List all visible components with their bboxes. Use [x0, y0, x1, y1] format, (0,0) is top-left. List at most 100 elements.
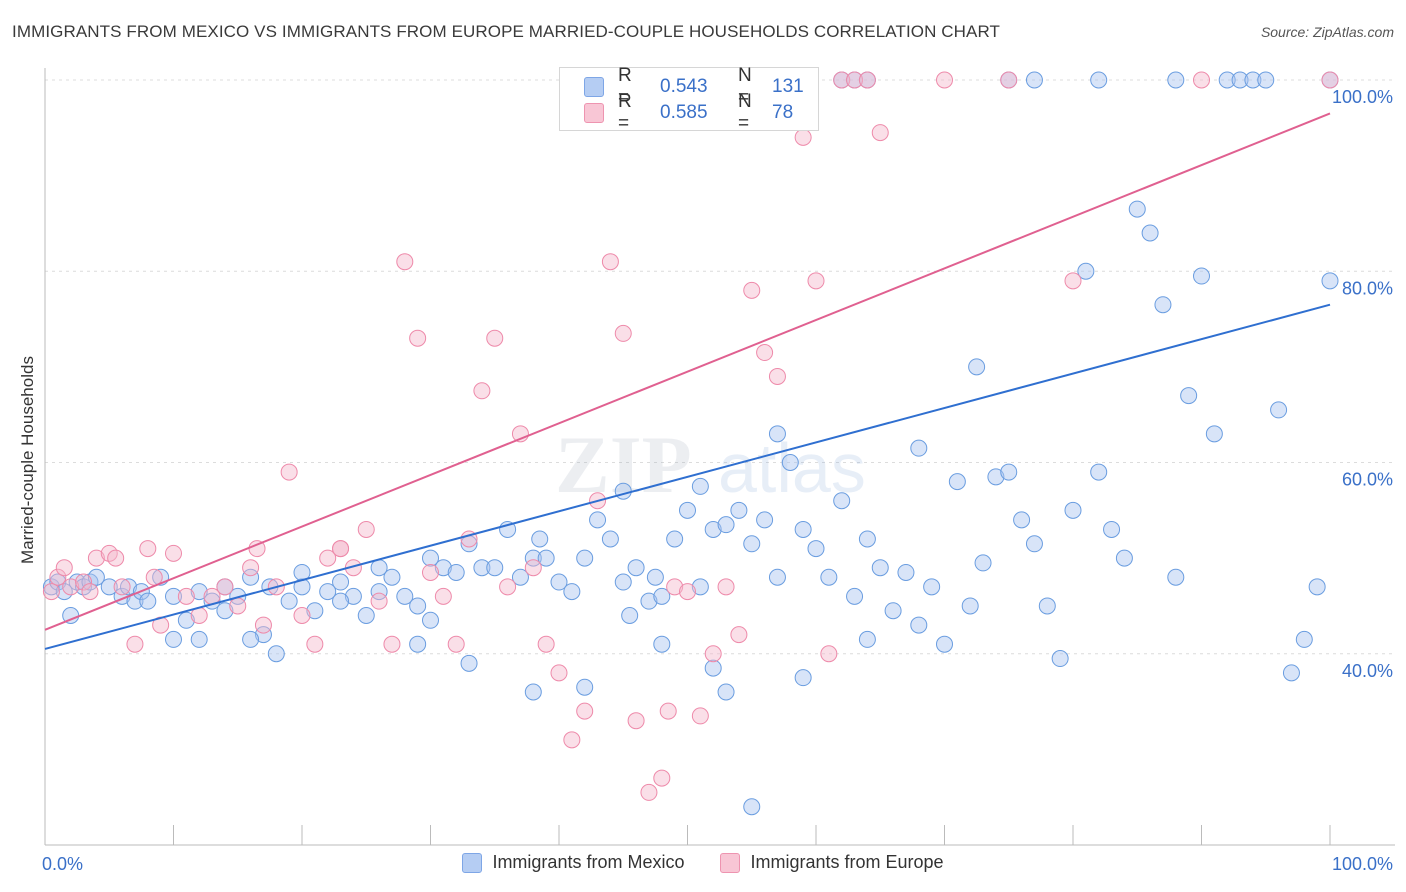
point-mexico — [486, 559, 504, 577]
point-mexico — [1205, 425, 1223, 443]
point-mexico — [589, 511, 607, 529]
trend-line-europe — [44, 112, 1331, 631]
point-europe — [473, 382, 491, 400]
stats-legend: R = 0.543 N = 131 R = 0.585 N = 78 — [559, 65, 819, 134]
trend-lines — [44, 112, 1331, 650]
point-europe — [293, 607, 311, 624]
point-europe — [177, 587, 195, 605]
point-mexico — [242, 568, 260, 586]
point-europe — [704, 645, 722, 663]
point-mexico — [601, 530, 619, 548]
point-europe — [49, 568, 67, 586]
point-europe — [242, 559, 260, 577]
point-europe — [306, 635, 324, 653]
point-europe — [486, 329, 504, 347]
point-europe — [396, 253, 414, 271]
point-mexico — [1244, 71, 1262, 89]
point-mexico — [1090, 71, 1108, 89]
point-europe — [280, 463, 298, 481]
source-label: Source: ZipAtlas.com — [1260, 24, 1394, 40]
point-europe — [576, 702, 594, 720]
tick-labels: 40.0% 60.0% 80.0% 100.0% 0.0% 100.0% — [42, 87, 1393, 874]
point-europe — [871, 124, 889, 142]
point-europe — [62, 578, 80, 596]
series-legend: Immigrants from Mexico Immigrants from E… — [0, 852, 1406, 873]
point-europe — [936, 71, 953, 89]
point-europe — [601, 253, 619, 271]
point-mexico — [87, 568, 105, 586]
point-mexico — [1038, 597, 1056, 615]
point-mexico — [948, 473, 966, 491]
point-europe — [627, 712, 645, 730]
point-mexico — [306, 602, 324, 620]
point-mexico — [1051, 650, 1069, 668]
point-mexico — [807, 540, 825, 558]
point-mexico — [422, 611, 439, 629]
point-europe — [666, 578, 684, 596]
point-mexico — [884, 602, 902, 620]
point-europe — [357, 520, 375, 538]
point-mexico — [704, 520, 722, 538]
point-europe — [81, 583, 99, 601]
point-mexico — [794, 520, 812, 538]
point-mexico — [531, 530, 549, 548]
point-europe — [794, 128, 812, 146]
point-mexico — [730, 501, 748, 519]
n-label: N = — [738, 91, 752, 134]
point-europe — [691, 707, 709, 725]
r-value-europe: 0.585 — [660, 102, 708, 123]
point-europe — [370, 592, 388, 610]
point-mexico — [871, 559, 889, 577]
point-mexico — [1257, 71, 1275, 89]
point-mexico — [139, 592, 157, 610]
point-mexico — [781, 454, 799, 471]
point-mexico — [447, 563, 465, 581]
watermark-atlas: atlas — [718, 429, 866, 507]
point-europe — [113, 578, 131, 596]
point-mexico — [383, 568, 401, 586]
point-europe — [229, 597, 247, 615]
point-mexico — [987, 468, 1005, 486]
point-mexico — [1231, 71, 1249, 89]
point-mexico — [1090, 463, 1108, 481]
point-europe — [1193, 71, 1210, 89]
point-mexico — [190, 583, 208, 601]
point-mexico — [1180, 387, 1198, 405]
point-mexico — [550, 573, 568, 591]
r-label: R = — [618, 91, 632, 134]
legend-label-mexico: Immigrants from Mexico — [492, 852, 685, 872]
point-mexico — [614, 482, 632, 500]
point-europe — [846, 71, 864, 89]
legend-swatch-mexico — [462, 852, 483, 873]
point-europe — [1321, 71, 1339, 89]
point-mexico — [293, 578, 311, 596]
point-mexico — [974, 554, 992, 572]
point-mexico — [319, 583, 337, 601]
point-europe — [55, 559, 73, 577]
point-europe — [820, 645, 838, 663]
point-mexico — [794, 669, 812, 687]
point-mexico — [1308, 578, 1326, 596]
point-mexico — [646, 568, 664, 586]
y-tick-label: 100.0% — [1332, 87, 1393, 107]
point-mexico — [409, 597, 427, 615]
point-europe — [499, 578, 517, 596]
point-mexico — [1295, 630, 1313, 648]
point-mexico — [621, 607, 639, 624]
watermark: ZIP atlas — [555, 419, 866, 510]
stats-swatch-mexico — [584, 77, 604, 97]
point-mexico — [833, 492, 851, 510]
point-mexico — [756, 511, 774, 529]
point-mexico — [897, 563, 915, 581]
stats-row-mexico: R = 0.543 N = 131 — [584, 65, 804, 108]
point-mexico — [961, 597, 979, 615]
point-europe — [659, 702, 677, 720]
point-mexico — [846, 587, 864, 605]
point-europe — [653, 769, 671, 787]
point-europe — [422, 563, 439, 581]
point-mexico — [768, 568, 786, 586]
point-mexico — [511, 568, 529, 586]
point-europe — [833, 71, 851, 89]
point-mexico — [537, 549, 555, 567]
point-mexico — [968, 358, 986, 376]
